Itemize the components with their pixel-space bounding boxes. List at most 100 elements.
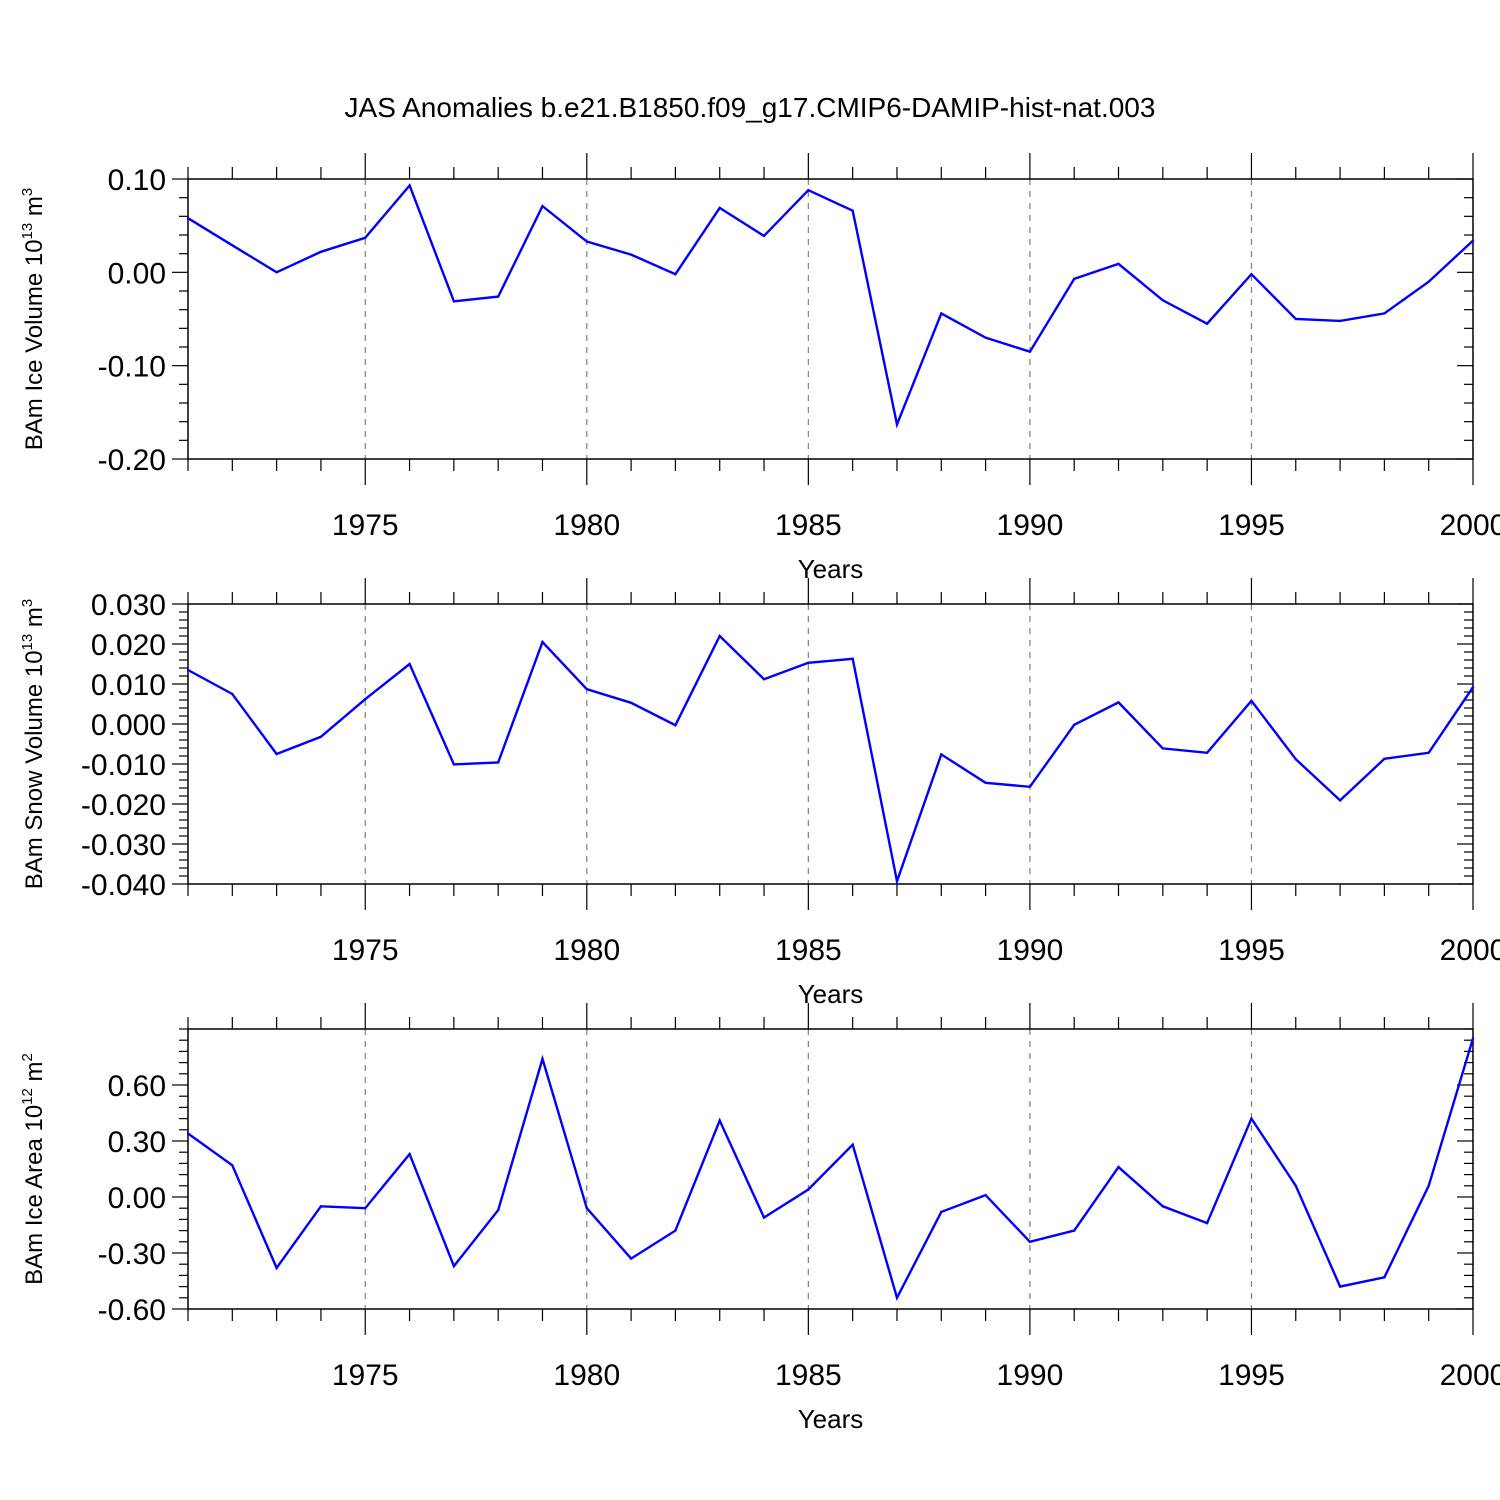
y-tick-label: 0.000 <box>91 709 166 742</box>
data-point <box>674 273 677 276</box>
x-tick-label: 1990 <box>997 509 1064 542</box>
x-tick-label: 1995 <box>1218 934 1285 967</box>
data-point <box>851 209 854 212</box>
data-point <box>1294 1184 1297 1188</box>
data-point <box>895 1296 899 1300</box>
y-axis-title-part: BAm Snow Volume 10 <box>21 650 48 889</box>
y-axis-title-part: m <box>21 607 48 634</box>
x-tick-label: 2000 <box>1440 934 1500 967</box>
series-line <box>187 633 1474 886</box>
y-tick-label: 0.30 <box>108 1126 166 1159</box>
data-point <box>275 1266 278 1270</box>
data-point <box>496 295 500 298</box>
y-tick-label: 0.00 <box>108 257 166 290</box>
x-tick-label: 1975 <box>332 509 399 542</box>
data-point <box>718 634 721 638</box>
data-point <box>452 300 456 303</box>
data-point <box>940 312 943 315</box>
data-point <box>1427 751 1430 754</box>
data-point <box>851 657 854 660</box>
data-point <box>1250 273 1253 276</box>
data-point <box>984 781 987 784</box>
y-axis-title-superscript: 13 <box>19 634 36 651</box>
y-axis-title: BAm Ice Volume 1013 m3 <box>19 188 48 450</box>
data-point <box>541 204 544 208</box>
data-point <box>1205 322 1209 325</box>
y-tick-label: -0.030 <box>81 829 166 862</box>
y-axis-title: BAm Ice Area 1012 m2 <box>19 1053 48 1285</box>
y-tick-label: 0.60 <box>108 1070 166 1103</box>
data-point <box>231 244 234 247</box>
data-point <box>629 253 633 256</box>
data-point <box>940 753 943 756</box>
y-tick-label: -0.010 <box>81 749 166 782</box>
x-tick-label: 1980 <box>553 509 620 542</box>
chart-title: JAS Anomalies b.e21.B1850.f09_g17.CMIP6-… <box>345 92 1156 123</box>
data-point <box>541 1057 544 1061</box>
data-point <box>1205 1221 1209 1225</box>
data-point <box>1250 1117 1253 1120</box>
plot-frame <box>187 178 1474 460</box>
y-tick-label: -0.60 <box>98 1294 166 1327</box>
data-point <box>1427 280 1430 283</box>
y-tick-label: 0.020 <box>91 629 166 662</box>
data-point <box>807 189 810 192</box>
data-point <box>1073 1229 1076 1232</box>
data-point <box>1471 686 1475 689</box>
panel-2: -0.040 -0.030 -0.020 -0.010 0.000 0.010 0.020 0… <box>19 578 1500 1009</box>
y-tick-label: -0.30 <box>98 1238 166 1271</box>
x-tick-label: 1995 <box>1218 1359 1285 1392</box>
data-point <box>1338 1285 1342 1288</box>
y-axis-title-superscript: 3 <box>19 188 36 196</box>
data-point <box>319 1205 323 1208</box>
data-point <box>629 1257 633 1260</box>
data-point <box>319 250 323 253</box>
data-point <box>674 1229 677 1232</box>
x-tick-label: 2000 <box>1440 1359 1500 1392</box>
data-point <box>718 1119 721 1122</box>
data-point <box>1383 757 1386 760</box>
data-point <box>186 668 190 672</box>
x-tick-label: 2000 <box>1440 509 1500 542</box>
x-tick-label: 1985 <box>775 509 842 542</box>
data-point <box>1471 239 1475 242</box>
data-point <box>1338 799 1342 802</box>
y-tick-label: -0.10 <box>98 351 166 384</box>
data-point <box>364 236 367 239</box>
x-tick-label: 1980 <box>553 1359 620 1392</box>
x-axis-title: Years <box>798 979 864 1009</box>
series-line <box>187 1037 1475 1302</box>
x-tick-label: 1995 <box>1218 509 1285 542</box>
y-tick-label: 0.00 <box>108 1182 166 1215</box>
data-point <box>895 423 899 426</box>
y-axis-title-superscript: 2 <box>19 1053 36 1061</box>
data-point <box>1338 319 1342 323</box>
y-tick-label: -0.020 <box>81 789 166 822</box>
data-point <box>984 1193 987 1197</box>
data-point <box>1117 701 1120 704</box>
plot-frame <box>187 1028 1474 1310</box>
data-point <box>851 1143 854 1146</box>
data-point <box>1383 312 1386 315</box>
x-axis-title: Years <box>798 1404 864 1434</box>
x-tick-label: 1990 <box>997 1359 1064 1392</box>
y-tick-label: 0.030 <box>91 589 166 622</box>
x-tick-label: 1985 <box>775 934 842 967</box>
data-point <box>408 662 411 666</box>
data-point <box>585 240 588 243</box>
x-tick-label: 1980 <box>553 934 620 967</box>
data-point <box>1028 350 1032 353</box>
data-point <box>1294 758 1297 761</box>
series-line <box>187 183 1474 429</box>
x-tick-label: 1975 <box>332 934 399 967</box>
data-point <box>231 692 234 696</box>
data-point <box>1117 262 1120 266</box>
data-point <box>231 1164 234 1167</box>
y-axis-title-part: m <box>21 1061 48 1088</box>
y-axis-title-part: BAm Ice Area 10 <box>21 1105 48 1285</box>
panel-3: -0.60 -0.30 0.00 0.30 0.60 1975 1980 1985 1990 19… <box>19 1003 1500 1434</box>
data-point <box>1073 723 1076 726</box>
data-point <box>1205 751 1209 754</box>
data-point <box>1161 747 1165 750</box>
